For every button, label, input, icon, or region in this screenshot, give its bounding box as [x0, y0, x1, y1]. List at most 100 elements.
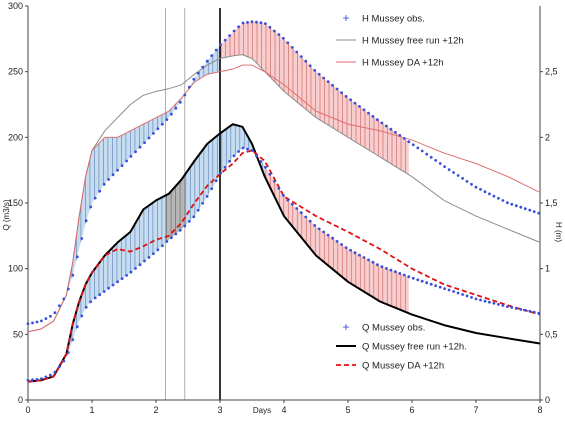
series-q-obs-point: [411, 276, 415, 280]
series-h-obs-point: [394, 130, 397, 134]
series-q-obs-point: [201, 201, 205, 205]
series-h-obs-point: [53, 311, 57, 315]
series-q-obs-point: [273, 179, 276, 183]
series-h-obs-point: [152, 132, 155, 135]
series-group: [26, 20, 541, 383]
series-h-obs-point: [187, 85, 191, 89]
series-h-obs-point: [201, 65, 205, 69]
series-q-obs-point: [461, 293, 464, 296]
y-axis-left-label: Q (m3/s): [2, 199, 11, 230]
series-h-obs-point: [523, 207, 527, 211]
series-h-obs-point: [497, 196, 500, 200]
series-h-obs-point: [465, 180, 469, 183]
series-h-obs-point: [506, 201, 509, 205]
series-q-obs-point: [268, 172, 272, 176]
series-h-obs-point: [416, 146, 420, 150]
series-q-obs-point: [286, 198, 290, 202]
series-q-obs-point: [456, 291, 460, 295]
series-h-obs-point: [362, 108, 366, 112]
series-q-obs-point: [165, 240, 169, 243]
series-h-obs-point: [411, 143, 415, 147]
series-q-obs-point: [497, 303, 500, 306]
series-q-obs-point: [398, 272, 402, 275]
series-h-obs-point: [111, 173, 115, 177]
series-q-obs-point: [156, 248, 160, 252]
shaded-regions: [66, 21, 409, 358]
series-q-obs-point: [425, 281, 429, 285]
series-q-obs-point: [331, 236, 334, 240]
series-h-obs-point: [134, 150, 137, 154]
vertical-markers: [165, 8, 221, 400]
series-h-obs-point: [376, 118, 379, 122]
series-q-obs-point: [174, 232, 178, 236]
series-q-obs-point: [353, 251, 357, 255]
series-h-obs-point: [40, 319, 43, 323]
series-h-obs-point: [44, 317, 48, 320]
series-q-obs-point: [510, 306, 514, 309]
y-left-tick-label: 150: [8, 198, 23, 208]
x-tick-label: 4: [281, 405, 286, 415]
series-q-obs-point: [111, 283, 115, 287]
x-tick-label: 7: [473, 405, 478, 415]
legend-label: Q Mussey free run +12h.: [362, 342, 467, 353]
series-q-obs-point: [80, 314, 84, 318]
series-h-obs-point: [75, 255, 79, 259]
series-q-obs-point: [317, 227, 321, 231]
series-q-obs-point: [277, 187, 281, 190]
series-h-obs-point: [389, 127, 393, 131]
x-tick-label: 8: [537, 405, 542, 415]
series-q-obs-point: [264, 165, 267, 169]
series-q-obs-point: [66, 351, 70, 354]
x-tick-label: 0: [25, 405, 30, 415]
series-h-obs-point: [35, 320, 39, 324]
series-h-obs-point: [434, 159, 438, 162]
series-h-obs-point: [241, 21, 245, 25]
series-h-obs-point: [98, 189, 102, 193]
series-h-obs-point: [259, 21, 263, 25]
series-q-obs-point: [299, 211, 303, 215]
series-h-obs-point: [447, 168, 451, 172]
series-q-obs-point: [49, 373, 52, 377]
shaded-region-4: [165, 174, 185, 243]
series-h-obs-point: [49, 314, 52, 318]
series-h-obs-point: [143, 141, 146, 145]
series-q-obs-point: [143, 259, 146, 263]
shaded-region-5: [184, 124, 265, 226]
legend-item-1: H Mussey free run +12h: [336, 36, 464, 47]
series-q-obs-point: [255, 154, 258, 158]
series-q-obs-point: [304, 215, 308, 219]
series-q-obs-point: [93, 296, 97, 300]
series-h-obs-point: [492, 194, 496, 198]
shaded-hatch-2: [220, 21, 406, 173]
series-h-obs-point: [358, 105, 361, 108]
series-h-obs-point: [161, 122, 164, 126]
series-h-obs-point: [331, 83, 334, 87]
series-h-obs-point: [438, 162, 442, 165]
x-tick-label: 3: [217, 405, 222, 415]
series-q-obs-point: [107, 286, 110, 290]
shaded-region-2: [220, 21, 409, 175]
series-q-obs: [26, 146, 541, 382]
y-right-tick-label: 0: [545, 395, 550, 405]
series-q-obs-point: [447, 288, 451, 292]
series-q-obs-point: [528, 309, 532, 313]
series-h-obs-point: [420, 149, 424, 153]
series-h-obs-point: [232, 29, 236, 33]
series-h-obs-point: [89, 205, 93, 209]
series-q-obs-point: [492, 301, 496, 305]
series-h-obs-point: [237, 25, 241, 29]
series-h-obs-point: [129, 155, 133, 158]
legend-item-3: + Q Mussey obs.: [342, 320, 425, 334]
series-h-obs-point: [501, 199, 505, 202]
series-q-obs-point: [241, 146, 245, 150]
x-axis-label: Days: [253, 406, 271, 415]
legend-marker: +: [342, 320, 349, 334]
series-q-obs-point: [452, 290, 455, 293]
series-q-obs-point: [443, 287, 446, 290]
legend-item-2: H Mussey DA +12h: [336, 58, 444, 69]
series-h-obs-point: [353, 101, 357, 105]
series-h-obs-point: [452, 171, 455, 174]
series-q-obs-point: [53, 370, 57, 374]
